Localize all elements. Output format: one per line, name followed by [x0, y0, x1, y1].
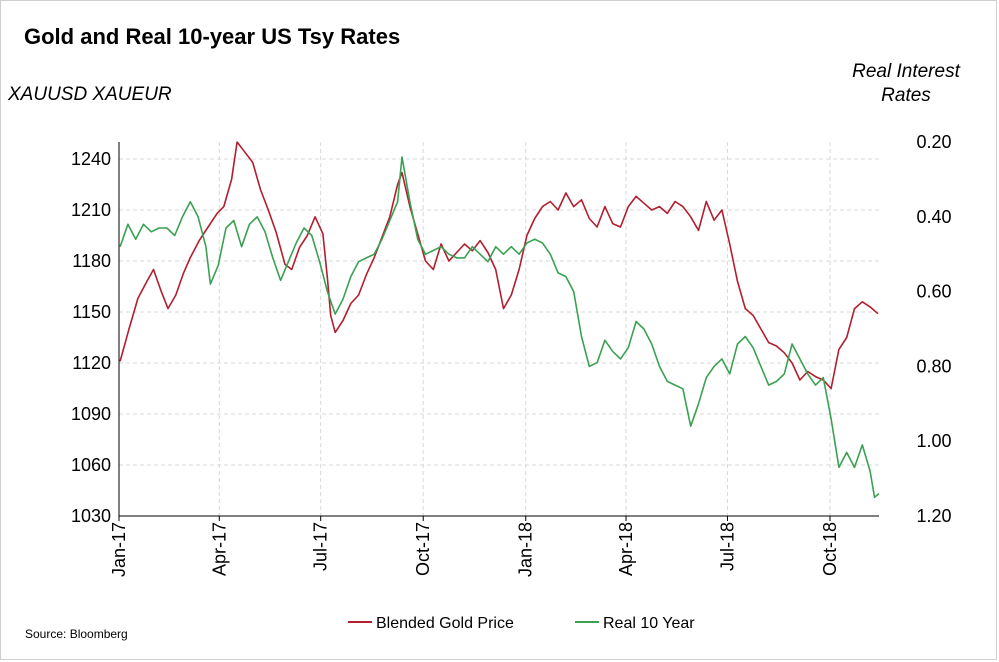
x-tick-label: Apr-17 [209, 522, 229, 576]
y-right-tick-label: 0.20 [916, 132, 951, 152]
y-right-tick-label: 0.40 [916, 207, 951, 227]
x-tick-label: Oct-17 [413, 522, 433, 576]
y-left-tick-label: 1180 [72, 251, 111, 271]
series-line-blended-gold-price [119, 141, 879, 390]
y-right-tick-label: 0.60 [916, 282, 951, 302]
legend-label: Blended Gold Price [376, 615, 514, 632]
y-right-tick-label: 1.00 [916, 431, 951, 451]
x-tick-label: Jan-18 [516, 522, 536, 577]
y-left-tick-label: 1210 [71, 200, 111, 220]
y-right-tick-label: 1.20 [916, 506, 951, 526]
source-note: Source: Bloomberg [25, 627, 128, 641]
x-tick-label: Oct-18 [820, 522, 840, 576]
y-left-tick-label: 1030 [71, 506, 111, 526]
series-line-real-10-year [119, 156, 880, 499]
x-tick-label: Jul-18 [717, 522, 737, 571]
left-axis-label: XAUUSD XAUEUR [8, 84, 172, 105]
y-left-tick-label: 1120 [72, 353, 111, 373]
x-tick-label: Apr-18 [616, 522, 636, 576]
x-tick-label: Jul-17 [311, 522, 331, 571]
right-axis-label: Real Interest Rates [852, 61, 960, 106]
x-tick-label: Jan-17 [109, 522, 129, 577]
legend-label: Real 10 Year [603, 615, 695, 632]
y-right-tick-label: 0.80 [916, 356, 951, 376]
chart-title: Gold and Real 10-year US Tsy Rates [24, 24, 401, 49]
y-left-tick-label: 1090 [71, 404, 111, 424]
y-left-tick-label: 1060 [71, 455, 111, 475]
y-left-tick-label: 1150 [72, 302, 111, 322]
y-left-tick-label: 1240 [71, 149, 111, 169]
